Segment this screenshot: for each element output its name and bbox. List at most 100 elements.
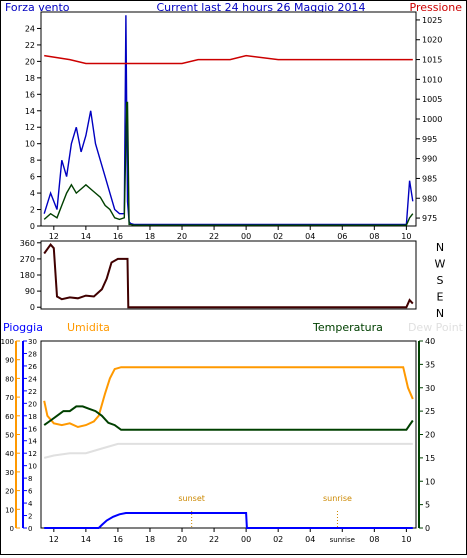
humidity-y-tick-label: 70 (5, 394, 14, 402)
pressure-y-tick-label: 975 (422, 214, 437, 223)
pressure-y-tick-label: 1025 (422, 16, 442, 25)
humidity-y-tick-label: 100 (1, 338, 14, 346)
humidity-y-tick-label: 50 (5, 432, 14, 440)
rain-label: Pioggia (3, 321, 43, 334)
compass-label: N (436, 307, 444, 320)
pressure-y-tick-label: 1010 (422, 75, 442, 84)
rain-y-tick-label: 26 (28, 363, 37, 371)
direction-y-tick-label: 180 (20, 271, 35, 280)
humidity-y-tick-label: 80 (5, 375, 14, 383)
temp-x-tick-label: 08 (369, 535, 379, 544)
dewpoint-series-line (43, 442, 413, 459)
pressure-label: Pressione (410, 1, 463, 14)
temp-x-tick-label: 12 (49, 535, 59, 544)
direction-y-tick-label: 90 (25, 287, 35, 296)
pressure-y-tick-label: 1000 (422, 115, 442, 124)
pressure-y-tick-label: 990 (422, 155, 437, 164)
temp-x-tick-label: 00 (241, 535, 251, 544)
temperature-y-tick-label: 5 (425, 501, 430, 510)
wind-plot-area (40, 11, 417, 227)
rain-y-tick-label: 6 (28, 488, 33, 496)
pressure-y-tick-label: 980 (422, 194, 437, 203)
wind-x-tick-label: 12 (49, 232, 59, 241)
humidity-label: Umidita (67, 321, 110, 334)
rain-y-tick-label: 8 (28, 475, 32, 483)
temperature-y-tick-label: 40 (425, 337, 435, 346)
direction-series-line (43, 243, 414, 309)
wind-x-tick-label: 16 (113, 232, 123, 241)
wind-x-tick-label: 02 (273, 232, 283, 241)
humidity-y-tick-label: 40 (5, 450, 14, 458)
temperature-series-line (43, 405, 414, 431)
rain-y-tick-label: 30 (28, 338, 37, 346)
temperature-y-tick-label: 25 (425, 407, 435, 416)
wind-x-tick-label: 00 (241, 232, 251, 241)
sunset-annotation: sunset (178, 494, 205, 503)
wind-y-tick-label: 4 (30, 189, 35, 198)
pressure-y-tick-label: 1015 (422, 56, 442, 65)
rain-series-line (44, 512, 413, 529)
rain-y-tick-label: 18 (28, 413, 37, 421)
temperature-y-tick-label: 30 (425, 384, 435, 393)
pressure-series-line (44, 54, 413, 65)
pressure-y-tick-label: 1020 (422, 36, 442, 45)
rain-y-tick-label: 20 (28, 400, 37, 408)
rain-y-tick-label: 16 (28, 425, 37, 433)
wind-y-tick-label: 22 (25, 41, 35, 50)
pressure-y-tick-label: 995 (422, 135, 437, 144)
wind-x-tick-label: 10 (401, 232, 411, 241)
rain-y-tick-label: 0 (28, 525, 32, 533)
wind-x-tick-label: 18 (145, 232, 155, 241)
rain-y-tick-label: 12 (28, 450, 37, 458)
temp-x-tick-label: 14 (81, 535, 91, 544)
temperature-y-tick-label: 20 (425, 431, 435, 440)
wind-y-tick-label: 14 (25, 107, 35, 116)
sunrise-annotation: sunrise (323, 494, 352, 503)
wind-x-tick-label: 20 (177, 232, 187, 241)
temperature-y-tick-label: 35 (425, 360, 435, 369)
rain-y-tick-label: 22 (28, 388, 37, 396)
direction-y-tick-label: 270 (20, 255, 35, 264)
temp-x-tick-label: 02 (273, 535, 283, 544)
temperature-y-tick-label: 10 (425, 477, 435, 486)
temp-x-tick-label: 18 (145, 535, 155, 544)
wind-y-tick-label: 2 (30, 206, 35, 215)
temp-x-tick-label: 16 (113, 535, 123, 544)
wind-x-tick-label: 22 (209, 232, 219, 241)
wind-y-tick-label: 0 (30, 222, 35, 231)
compass-label: N (436, 241, 444, 254)
direction-y-tick-label: 360 (20, 239, 35, 248)
humidity-series-line (43, 366, 414, 429)
temp-x-tick-label: 22 (209, 535, 219, 544)
humidity-y-tick-label: 60 (5, 413, 14, 421)
rain-y-tick-label: 2 (28, 513, 32, 521)
humidity-y-tick-label: 0 (10, 525, 14, 533)
wind-y-tick-label: 16 (25, 90, 35, 99)
gust-series-line (43, 15, 414, 226)
wind-y-tick-label: 8 (30, 156, 35, 165)
wind-y-tick-label: 18 (25, 74, 35, 83)
temp-x-tick-label: 20 (177, 535, 187, 544)
direction-y-tick-label: 0 (30, 303, 35, 312)
wind-speed-label: Forza vento (5, 1, 70, 14)
rain-y-tick-label: 10 (28, 463, 37, 471)
wind-y-tick-label: 24 (25, 24, 35, 33)
rain-y-tick-label: 4 (28, 500, 33, 508)
temp-x-tick-label: sunrise (330, 536, 355, 544)
temperature-y-tick-label: 15 (425, 454, 435, 463)
humidity-y-tick-label: 30 (5, 469, 14, 477)
pressure-y-tick-label: 1005 (422, 95, 442, 104)
wind-x-tick-label: 06 (337, 232, 347, 241)
compass-label: S (437, 274, 444, 287)
temp-x-tick-label: 10 (401, 535, 411, 544)
rain-y-tick-label: 28 (28, 350, 37, 358)
wind-x-tick-label: 08 (369, 232, 379, 241)
rain-y-tick-label: 24 (28, 375, 37, 383)
wind-y-tick-label: 12 (25, 123, 35, 132)
humidity-y-tick-label: 20 (5, 488, 14, 496)
chart-title: Current last 24 hours 26 Maggio 2014 (156, 1, 365, 14)
compass-label: E (437, 291, 444, 304)
